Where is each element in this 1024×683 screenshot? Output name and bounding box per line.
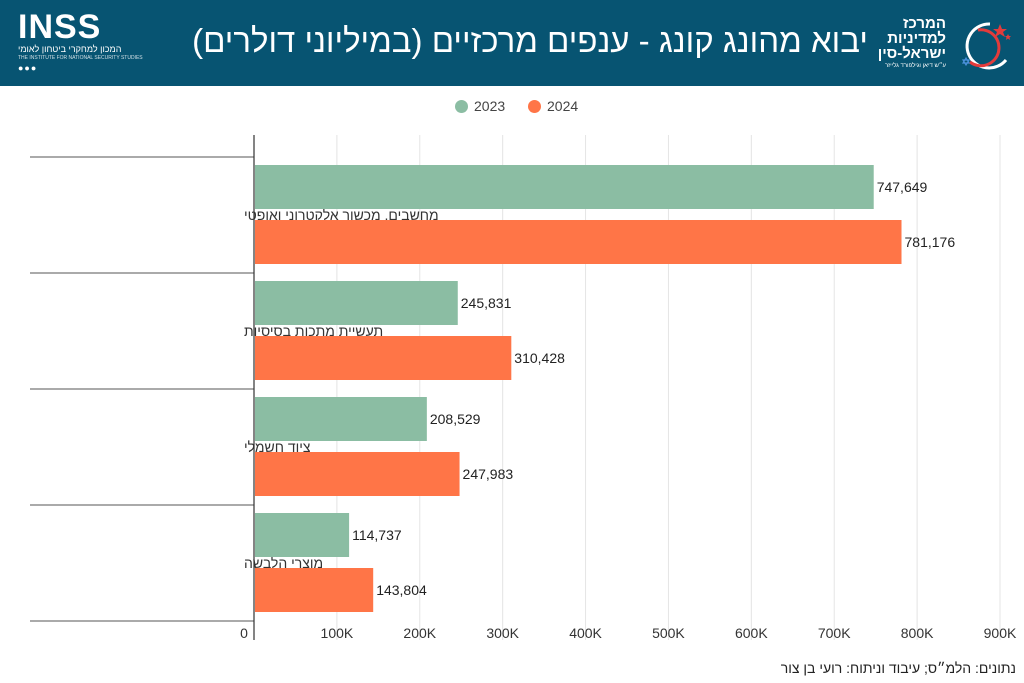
inss-dots-icon: ●●● xyxy=(18,63,38,73)
data-label: 143,804 xyxy=(376,582,427,598)
chart-legend: 2023 2024 xyxy=(0,96,1024,120)
page-title: יבוא מהונג קונג - ענפים מרכזיים (במיליונ… xyxy=(192,22,868,59)
bar-2024 xyxy=(255,220,902,264)
bar-2023 xyxy=(255,513,350,557)
data-label: 747,649 xyxy=(877,179,928,195)
x-tick-label: 400K xyxy=(569,625,602,641)
data-label: 245,831 xyxy=(461,295,512,311)
legend-item-2024[interactable]: 2024 xyxy=(528,98,578,114)
x-tick-label: 0 xyxy=(240,625,248,641)
x-tick-label: 200K xyxy=(403,625,436,641)
inss-subtitle-en: THE INSTITUTE FOR NATIONAL SECURITY STUD… xyxy=(18,55,143,61)
center-logo-emblem-icon xyxy=(961,22,1011,70)
bar-2024 xyxy=(255,452,460,496)
data-label: 310,428 xyxy=(514,350,565,366)
x-tick-label: 900K xyxy=(984,625,1017,641)
category-label: ציוד חשמלי xyxy=(244,439,311,455)
center-logo-tagline: ע״ש דיאן וגילפורד גלייזר xyxy=(884,63,946,69)
bar-2024 xyxy=(255,336,512,380)
bar-2023 xyxy=(255,281,458,325)
legend-swatch-2024 xyxy=(528,100,541,113)
bar-2023 xyxy=(255,165,874,209)
data-label: 114,737 xyxy=(352,527,402,543)
legend-item-2023[interactable]: 2023 xyxy=(455,98,505,114)
x-tick-label: 500K xyxy=(652,625,685,641)
bar-2024 xyxy=(255,568,374,612)
header-bar: INSS המכון למחקרי ביטחון לאומי THE INSTI… xyxy=(0,0,1024,86)
inss-logo: INSS המכון למחקרי ביטחון לאומי THE INSTI… xyxy=(18,8,143,76)
inss-subtitle-he: המכון למחקרי ביטחון לאומי xyxy=(18,44,122,54)
source-note: נתונים: הלמ״ס; עיבוד וניתוח: רועי בן צור xyxy=(780,660,1016,676)
israel-china-center-logo: המרכז למדיניות ישראל-סין ע״ש דיאן וגילפו… xyxy=(876,16,1016,76)
bar-2023 xyxy=(255,397,427,441)
legend-label-2023: 2023 xyxy=(474,98,506,114)
x-tick-label: 600K xyxy=(735,625,768,641)
center-logo-line1: המרכז xyxy=(902,15,946,32)
category-label: תעשיית מתכות בסיסיות xyxy=(244,323,383,339)
center-logo-line3: ישראל-סין xyxy=(877,45,946,62)
legend-swatch-2023 xyxy=(455,100,468,113)
center-logo-line2: למדיניות xyxy=(887,30,946,47)
inss-wordmark: INSS xyxy=(18,8,102,46)
x-tick-label: 800K xyxy=(901,625,934,641)
category-label: מוצרי הלבשה xyxy=(244,555,323,571)
x-tick-label: 300K xyxy=(486,625,519,641)
category-label: מחשבים, מכשור אלקטרוני ואופטי xyxy=(244,207,439,223)
legend-label-2024: 2024 xyxy=(547,98,579,114)
data-label: 208,529 xyxy=(430,411,481,427)
x-tick-label: 100K xyxy=(321,625,354,641)
data-label: 781,176 xyxy=(905,234,956,250)
x-tick-label: 700K xyxy=(818,625,851,641)
data-label: 247,983 xyxy=(463,466,514,482)
